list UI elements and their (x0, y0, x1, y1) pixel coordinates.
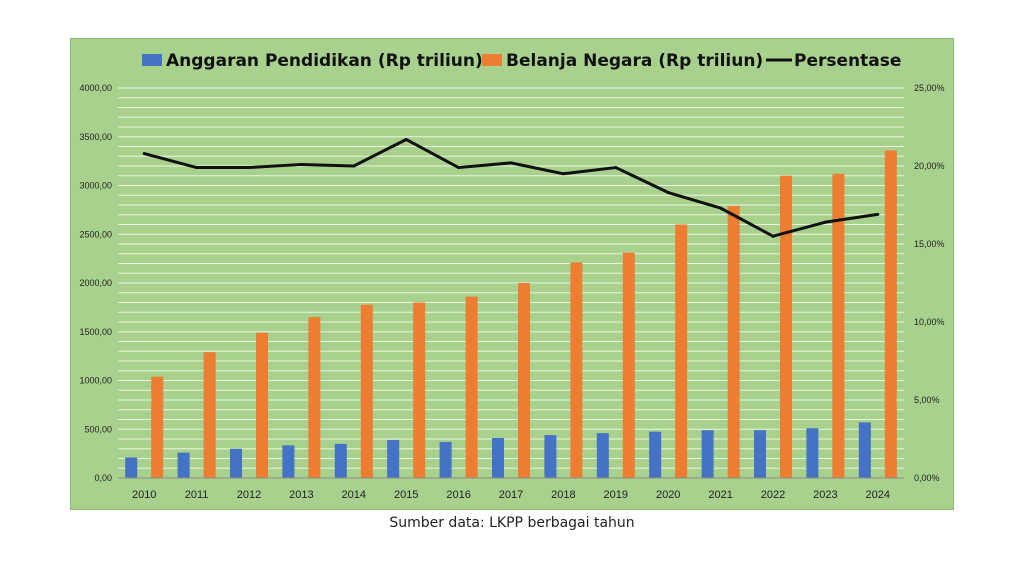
line-point (666, 191, 670, 195)
source-caption: Sumber data: LKPP berbagai tahun (389, 515, 635, 531)
y-right-tick-label: 25,00% (914, 83, 945, 93)
bar-belanja (203, 352, 216, 478)
x-tick-label: 2012 (237, 489, 261, 501)
legend-label: Belanja Negara (Rp triliun) (506, 51, 763, 71)
y-right-tick-label: 10,00% (914, 317, 945, 327)
x-tick-label: 2010 (132, 489, 156, 501)
bar-anggaran (858, 422, 871, 478)
y-left-tick-label: 3000,00 (79, 181, 112, 191)
bar-anggaran (177, 452, 190, 478)
x-tick-label: 2014 (342, 489, 366, 501)
line-point (299, 162, 303, 166)
x-tick-label: 2011 (185, 489, 209, 501)
legend: Anggaran Pendidikan (Rp triliun) Belanja … (142, 51, 901, 71)
line-point (561, 172, 565, 176)
line-point (247, 166, 251, 170)
gridlines (118, 87, 904, 469)
y-left-tick-label: 1000,00 (79, 376, 112, 386)
line-point (142, 152, 146, 156)
bar-belanja (518, 283, 530, 478)
chart: 0,00 500,00 1000,00 1500,00 2000,00 2500,00 30… (70, 38, 954, 510)
bar-anggaran (125, 457, 138, 478)
bar-belanja (570, 262, 583, 478)
line-point (404, 137, 408, 141)
bar-anggaran (282, 445, 295, 478)
legend-swatch (142, 54, 162, 66)
line-point (876, 212, 880, 216)
x-tick-label: 2020 (656, 489, 680, 501)
x-tick-label: 2018 (551, 489, 575, 501)
bar-belanja (360, 304, 373, 478)
bar-belanja (465, 296, 478, 478)
x-tick-label: 2017 (499, 489, 523, 501)
x-tick-label: 2021 (708, 489, 732, 501)
line-series (142, 137, 880, 238)
y-left-tick-label: 0,00 (94, 473, 112, 483)
x-tick-label: 2016 (446, 489, 470, 501)
y-left-tick-label: 2500,00 (79, 229, 112, 239)
line-point (771, 234, 775, 238)
bar-anggaran (806, 428, 819, 478)
line-point (719, 206, 723, 210)
y-right-tick-label: 5,00% (914, 395, 940, 405)
y-left-tick-label: 4000,00 (79, 83, 112, 93)
bar-belanja (256, 332, 268, 478)
bar-belanja (780, 175, 792, 478)
line-point (614, 166, 618, 170)
bar-anggaran (334, 443, 347, 478)
x-tick-label: 2023 (813, 489, 837, 501)
bar-anggaran (439, 441, 452, 478)
y-right-tick-label: 15,00% (914, 239, 945, 249)
x-tick-label: 2015 (394, 489, 418, 501)
bar-anggaran (701, 430, 714, 478)
bar-belanja (413, 302, 426, 478)
bar-anggaran (754, 430, 766, 478)
line-point (352, 164, 356, 168)
bar-anggaran (492, 438, 504, 478)
bar-anggaran (544, 435, 557, 478)
bar-belanja (622, 252, 635, 478)
x-tick-label: 2022 (761, 489, 785, 501)
bar-anggaran (596, 433, 609, 478)
x-tick-label: 2024 (866, 489, 890, 501)
x-tick-label: 2019 (604, 489, 628, 501)
bar-belanja (884, 150, 897, 478)
legend-label: Persentase (794, 51, 901, 71)
y-left-tick-label: 3500,00 (79, 132, 112, 142)
bar-belanja (151, 376, 164, 478)
y-left-tick-label: 2000,00 (79, 278, 112, 288)
bar-anggaran (649, 431, 662, 478)
bar-belanja (308, 317, 321, 478)
bar-belanja (675, 224, 688, 478)
legend-label: Anggaran Pendidikan (Rp triliun) (166, 51, 483, 71)
chart-svg: 0,00 500,00 1000,00 1500,00 2000,00 2500,00 30… (70, 38, 954, 510)
line-point (457, 166, 461, 170)
bar-anggaran (230, 448, 242, 478)
x-tick-label: 2013 (289, 489, 313, 501)
bar-series (125, 150, 897, 479)
y-right-tick-label: 20,00% (914, 161, 945, 171)
bar-anggaran (387, 439, 400, 478)
y-right-tick-label: 0,00% (914, 473, 940, 483)
legend-swatch (482, 54, 502, 66)
axes: 0,00 500,00 1000,00 1500,00 2000,00 2500,00 30… (79, 83, 944, 501)
line-point (823, 220, 827, 224)
y-left-tick-label: 1500,00 (79, 327, 112, 337)
line-point (195, 166, 199, 170)
line-point (509, 161, 513, 165)
y-left-tick-label: 500,00 (84, 424, 112, 434)
bar-belanja (727, 205, 740, 478)
bar-belanja (832, 173, 845, 479)
